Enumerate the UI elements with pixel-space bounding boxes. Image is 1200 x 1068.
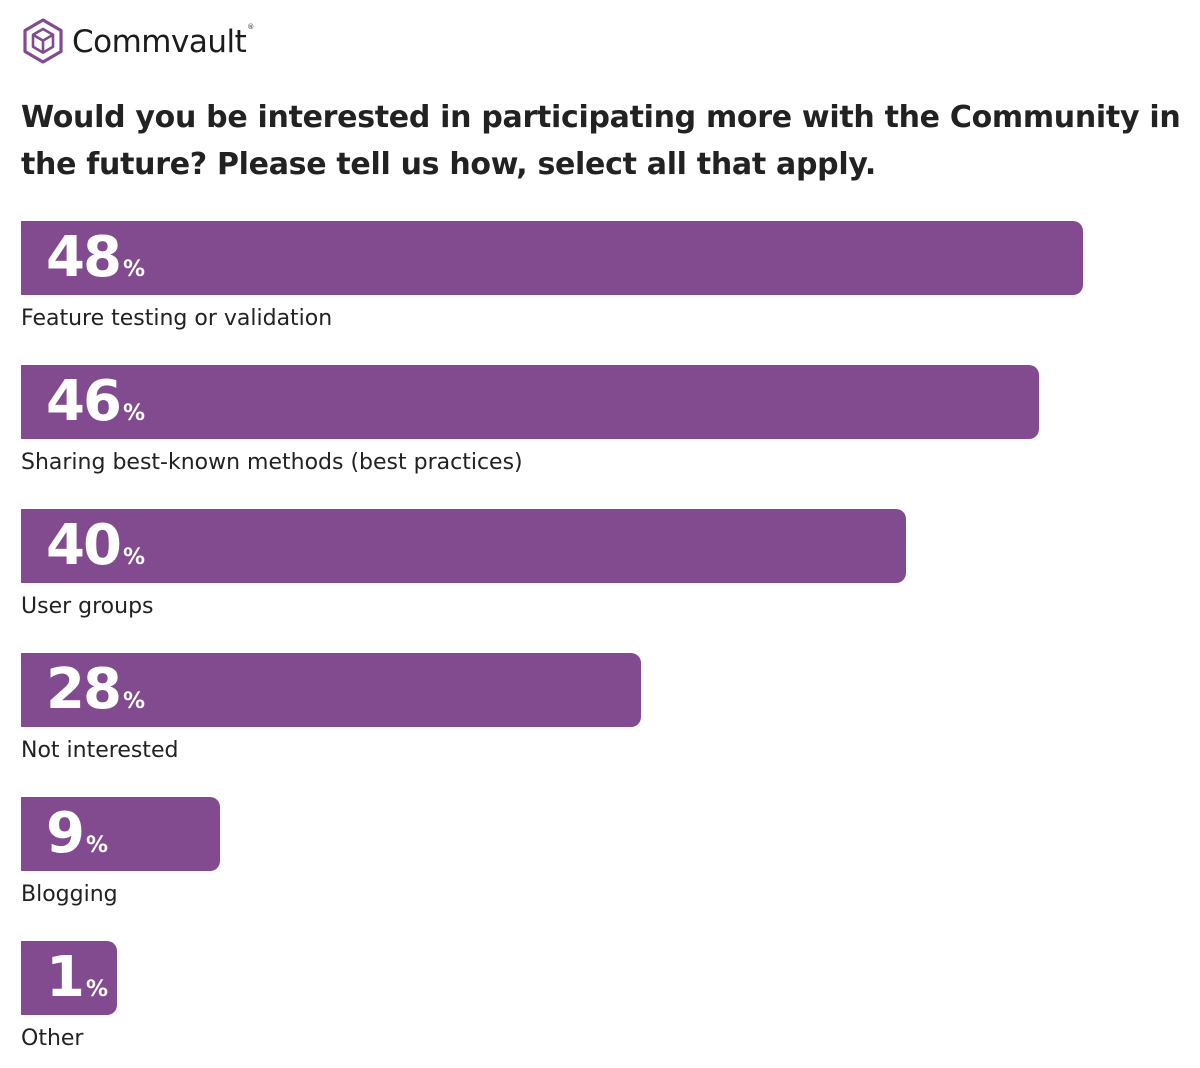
bar-value-number: 40	[46, 513, 122, 578]
bar: 28%	[21, 653, 641, 727]
bar-value-number: 9	[46, 801, 85, 866]
category-label: Not interested	[21, 738, 179, 763]
bar-value-unit: %	[122, 545, 145, 570]
category-label: Blogging	[21, 882, 118, 907]
bar: 1%	[21, 941, 117, 1015]
bar: 9%	[21, 797, 220, 871]
bar-value-number: 46	[46, 369, 122, 434]
bar-value-label: 9%	[46, 803, 108, 877]
bar: 46%	[21, 365, 1039, 439]
category-label: Feature testing or validation	[21, 306, 333, 331]
bar-value-label: 40%	[46, 515, 145, 589]
bar-value-label: 48%	[46, 227, 145, 301]
bar-value-label: 28%	[46, 659, 145, 733]
category-label: Other	[21, 1026, 84, 1051]
bar: 48%	[21, 221, 1083, 295]
bar-value-label: 46%	[46, 371, 145, 445]
commvault-cube-icon	[23, 18, 63, 64]
bar-value-unit: %	[122, 401, 145, 426]
registered-mark: ®	[247, 23, 255, 31]
chart-title: Would you be interested in participating…	[21, 100, 1181, 182]
bar-value-number: 28	[46, 657, 122, 722]
category-label: Sharing best-known methods (best practic…	[21, 450, 523, 475]
bar-value-unit: %	[122, 257, 145, 282]
category-label: User groups	[21, 594, 154, 619]
bar: 40%	[21, 509, 906, 583]
brand-name: Commvault	[72, 23, 247, 60]
bar-value-unit: %	[85, 833, 109, 858]
bar-value-unit: %	[85, 977, 109, 1002]
bar-value-label: 1%	[46, 947, 108, 1021]
bar-value-number: 1	[46, 945, 85, 1010]
brand-logo: Commvault ®	[22, 18, 254, 64]
bar-value-unit: %	[122, 689, 145, 714]
bar-value-number: 48	[46, 225, 122, 290]
